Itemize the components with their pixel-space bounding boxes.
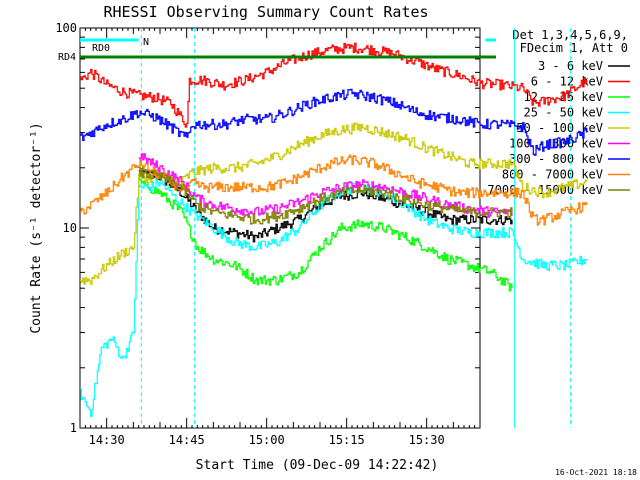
y-tick-label: 1 (70, 421, 77, 435)
x-axis-label: Start Time (09-Dec-09 14:22:42) (196, 458, 439, 473)
flag-label-n: N (143, 37, 149, 48)
series-line-7 (80, 88, 588, 156)
legend-label: 50 - 100 keV (516, 121, 603, 135)
legend-label: 6 - 12 keV (531, 75, 603, 89)
series-line-8 (80, 154, 588, 226)
series-line-4 (80, 178, 588, 417)
legend: Det 1,3,4,5,6,9, FDecim 1, Att 0 3 - 6 k… (487, 28, 630, 197)
series-line-3 (138, 177, 513, 292)
y-tick-label: 100 (55, 21, 77, 35)
x-tick-label: 14:30 (89, 433, 125, 447)
legend-label: 25 - 50 keV (524, 106, 603, 120)
y-axis-label: Count Rate (s⁻¹ detector⁻¹) (29, 122, 44, 333)
timestamp: 16-Oct-2021 18:18 (555, 468, 637, 477)
x-tick-label: 15:15 (329, 433, 365, 447)
x-tick-label: 15:30 (409, 433, 445, 447)
legend-label: 300 - 800 keV (509, 152, 603, 166)
legend-label: 800 - 7000 keV (502, 168, 603, 182)
legend-header-line-2: FDecim 1, Att 0 (520, 41, 628, 55)
flag-label-rd4: RD4 (58, 52, 76, 63)
legend-label: 12 - 25 keV (524, 90, 603, 104)
chart-title: RHESSI Observing Summary Count Rates (103, 3, 428, 21)
series-line-2 (80, 42, 588, 128)
series-line-9 (138, 166, 513, 225)
y-tick-label: 10 (63, 221, 77, 235)
x-tick-label: 15:00 (249, 433, 285, 447)
plot-area: 1 10 100 14:30 14:45 15:00 15:15 15:30 RD0 N RD4 (55, 21, 588, 447)
x-tick-label: 14:45 (169, 433, 205, 447)
flag-label-rd0: RD0 (92, 43, 110, 54)
